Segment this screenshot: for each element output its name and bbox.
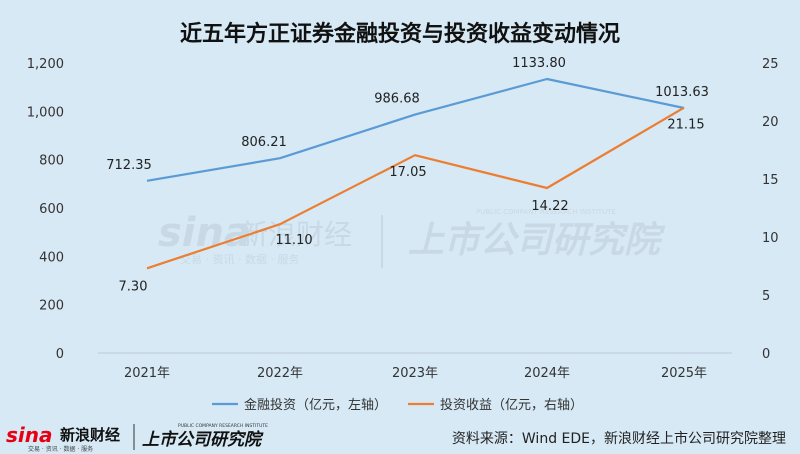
- data-label: 1013.63: [655, 85, 709, 100]
- watermark-brand-cn: 新浪财经: [240, 218, 352, 251]
- footer-institute-en: PUBLIC COMPANY RESEARCH INSTITUTE: [178, 423, 268, 429]
- data-label: 986.68: [374, 92, 420, 107]
- footer-source: 资料来源：Wind EDE，新浪财经上市公司研究院整理: [452, 430, 786, 447]
- x-axis-ticks: 2021年 2022年 2023年 2024年 2025年: [124, 366, 707, 381]
- x-axis-tick-label: 2023年: [392, 366, 438, 381]
- legend-label: 金融投资（亿元，左轴）: [244, 397, 387, 413]
- data-label: 17.05: [389, 165, 426, 180]
- x-axis-tick-label: 2022年: [257, 366, 303, 381]
- data-label: 712.35: [106, 158, 152, 173]
- legend: 金融投资（亿元，左轴） 投资收益（亿元，右轴）: [212, 397, 583, 413]
- footer-logo-tagline: 交易 · 资讯 · 数据 · 服务: [28, 445, 93, 453]
- legend-label: 投资收益（亿元，右轴）: [440, 397, 583, 413]
- left-axis-ticks: 0 200 400 600 800 1,000 1,200: [27, 57, 64, 362]
- left-axis-tick-label: 1,200: [27, 57, 64, 72]
- right-axis-tick-label: 5: [762, 289, 770, 304]
- watermark-brand-tagline: 交易 · 资讯 · 数据 · 服务: [180, 252, 299, 266]
- x-axis-tick-label: 2021年: [124, 366, 170, 381]
- right-axis-ticks: 0 5 10 15 20 25: [762, 57, 779, 362]
- footer-logo-latin: sina: [6, 423, 53, 447]
- watermark-institute-cn: 上市公司研究院: [408, 220, 666, 261]
- left-axis-tick-label: 1,000: [27, 105, 64, 120]
- left-axis-tick-label: 200: [39, 299, 64, 314]
- watermark: sina 新浪财经 交易 · 资讯 · 数据 · 服务 上市公司研究院 PUBL…: [158, 208, 666, 268]
- watermark-institute-en: PUBLIC COMPANY RESEARCH INSTITUTE: [476, 208, 616, 216]
- right-axis-tick-label: 20: [762, 115, 779, 130]
- series-layer: [146, 77, 685, 270]
- left-axis-tick-label: 0: [56, 347, 64, 362]
- data-label: 14.22: [531, 199, 568, 214]
- right-axis-tick-label: 25: [762, 57, 779, 72]
- right-axis-tick-label: 0: [762, 347, 770, 362]
- left-axis-tick-label: 400: [39, 250, 64, 265]
- right-axis-tick-label: 10: [762, 231, 779, 246]
- left-axis-tick-label: 800: [39, 154, 64, 169]
- right-axis-tick-label: 15: [762, 173, 779, 188]
- chart-title: 近五年方正证券金融投资与投资收益变动情况: [180, 21, 620, 47]
- footer-institute-cn: 上市公司研究院: [142, 430, 264, 450]
- data-label: 11.10: [275, 233, 312, 248]
- footer: sina 新浪财经 交易 · 资讯 · 数据 · 服务 上市公司研究院 PUBL…: [6, 423, 786, 453]
- left-axis-tick-label: 600: [39, 202, 64, 217]
- data-label: 7.30: [119, 279, 148, 294]
- x-axis-tick-label: 2025年: [661, 366, 707, 381]
- data-label: 806.21: [241, 135, 287, 150]
- data-label: 1133.80: [512, 56, 566, 71]
- data-label: 21.15: [667, 118, 704, 133]
- data-label-layer: 712.35 806.21 986.68 1133.80 1013.63 7.30 11.1…: [106, 56, 709, 294]
- footer-logo-cn: 新浪财经: [60, 426, 120, 444]
- x-axis-tick-label: 2024年: [524, 366, 570, 381]
